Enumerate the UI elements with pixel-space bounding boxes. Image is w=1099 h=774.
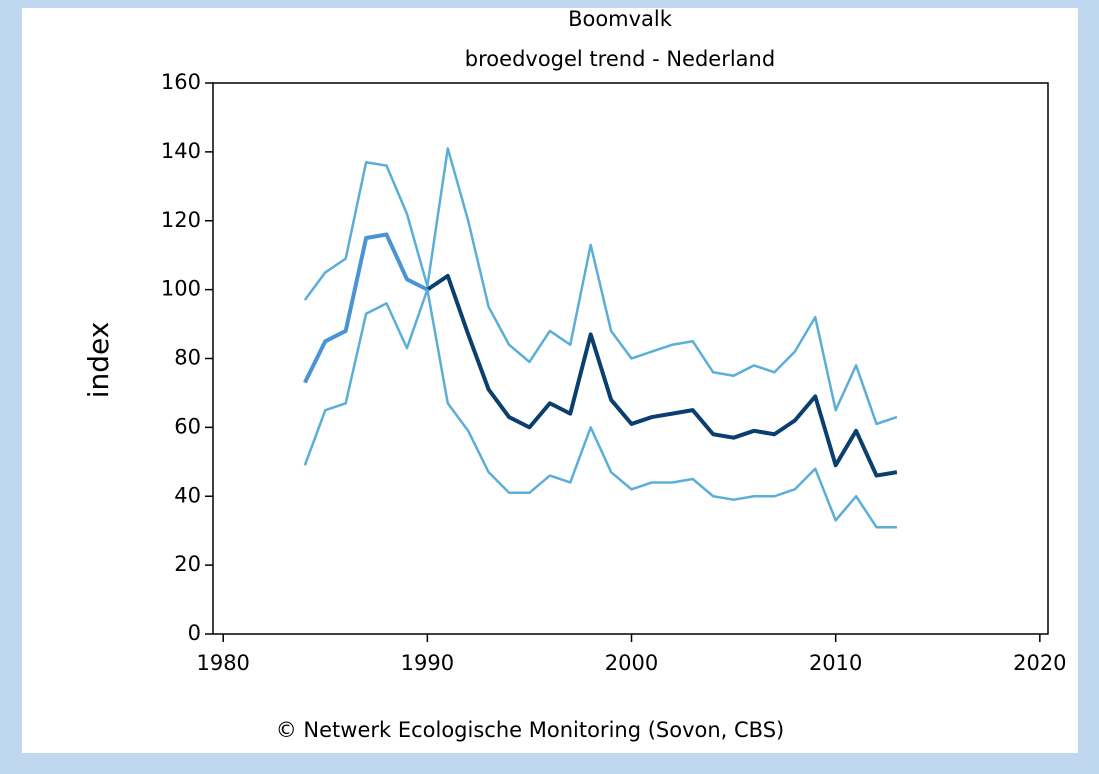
y-tick-label: 160 [161, 70, 201, 94]
chart-title: Boomvalk [568, 7, 673, 31]
series-line [303, 147, 898, 426]
y-tick-label: 20 [174, 552, 201, 576]
x-tick-label: 2000 [605, 651, 658, 675]
series-line [303, 232, 429, 384]
series-line [303, 288, 897, 529]
y-axis-label: index [82, 322, 115, 399]
y-tick-label: 80 [174, 346, 201, 370]
y-tick-label: 100 [161, 277, 201, 301]
series-line [426, 273, 898, 478]
x-tick-label: 1980 [196, 651, 249, 675]
y-tick-label: 120 [161, 208, 201, 232]
panel [22, 8, 1078, 753]
y-tick-label: 60 [174, 414, 201, 438]
y-tick-label: 0 [188, 621, 201, 645]
x-tick-label: 2010 [809, 651, 862, 675]
chart-subtitle: broedvogel trend - Nederland [465, 47, 775, 71]
x-tick-label: 2020 [1013, 651, 1066, 675]
y-tick-label: 140 [161, 139, 201, 163]
footer: © Netwerk Ecologische Monitoring (Sovon,… [276, 718, 785, 742]
x-tick-label: 1990 [401, 651, 454, 675]
y-tick-label: 40 [174, 483, 201, 507]
